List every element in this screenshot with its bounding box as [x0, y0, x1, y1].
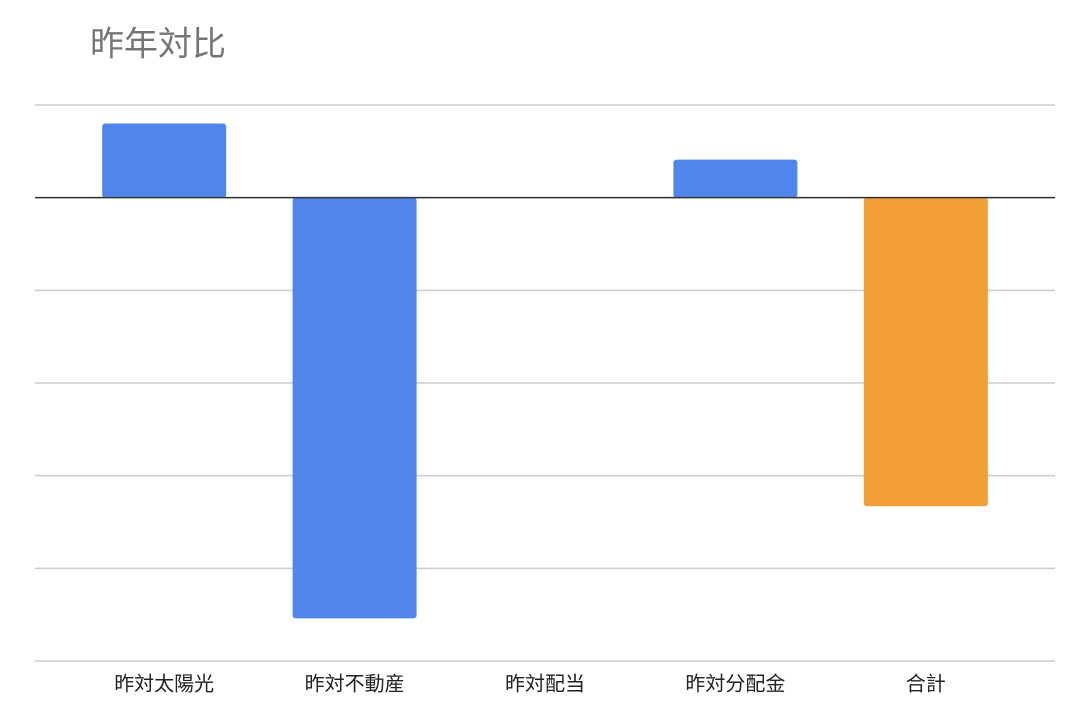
x-tick-label: 昨対太陽光	[114, 672, 214, 696]
x-tick-label: 昨対分配金	[685, 672, 785, 696]
bar	[102, 123, 227, 198]
x-tick-label: 合計	[906, 672, 946, 696]
chart-title: 昨年対比	[90, 25, 226, 65]
bar	[673, 159, 798, 198]
bar	[863, 197, 988, 507]
x-tick-label: 昨対配当	[505, 672, 585, 696]
bar	[292, 197, 417, 619]
x-tick-label: 昨対不動産	[305, 672, 405, 696]
